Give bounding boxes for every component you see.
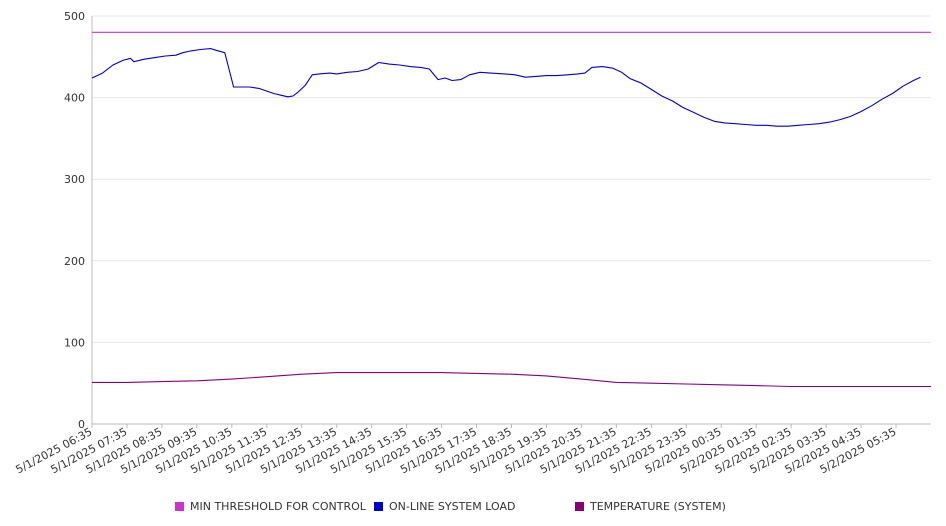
gridlines (92, 15, 931, 343)
series-line-2 (92, 372, 931, 388)
legend-swatch-icon (175, 501, 184, 511)
legend-swatch-icon (374, 501, 383, 511)
series-lines (91, 31, 931, 388)
x-tick-labels: 5/1/2025 06:355/1/2025 07:355/1/2025 08:… (14, 425, 899, 476)
legend-item-online-system-load: ON-LINE SYSTEM LOAD (374, 499, 515, 513)
y-tick-label: 500 (64, 10, 85, 23)
legend-label: MIN THRESHOLD FOR CONTROL (190, 499, 366, 513)
series-line-1 (91, 48, 921, 127)
y-tick-label: 400 (64, 92, 85, 105)
y-tick-label: 300 (64, 173, 85, 186)
legend-item-min-threshold: MIN THRESHOLD FOR CONTROL (175, 499, 366, 513)
y-tick-label: 200 (64, 255, 85, 268)
y-tick-labels: 0 100 200 300 400 500 (64, 10, 85, 431)
legend-label: ON-LINE SYSTEM LOAD (389, 499, 516, 513)
y-tick-label: 0 (78, 418, 85, 431)
legend-item-temperature: TEMPERATURE (SYSTEM) (575, 499, 726, 513)
legend-label: TEMPERATURE (SYSTEM) (590, 499, 726, 513)
y-tick-label: 100 (64, 336, 85, 349)
axes (91, 16, 931, 428)
legend-swatch-icon (575, 501, 584, 511)
